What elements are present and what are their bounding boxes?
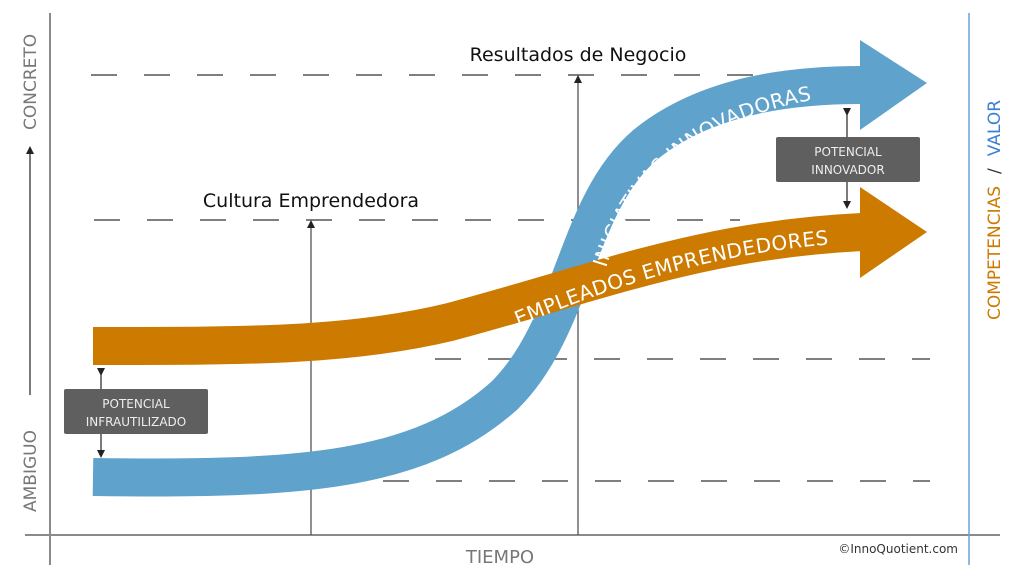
valor-label: VALOR: [985, 100, 1005, 156]
right-axis-label: COMPETENCIAS / VALOR: [985, 100, 1005, 320]
innovative-potential-box: [776, 137, 920, 182]
x-label-tiempo: TIEMPO: [465, 547, 534, 568]
innovative-initiatives-arrowhead: [860, 40, 927, 130]
results-label: Resultados de Negocio: [470, 44, 687, 66]
label-separator: /: [985, 168, 1005, 174]
competencias-label: COMPETENCIAS: [985, 186, 1005, 320]
innovative-potential-line1: POTENCIAL: [814, 145, 882, 159]
underused-potential-box: [64, 389, 208, 434]
culture-label: Cultura Emprendedora: [203, 190, 419, 212]
innovative-initiatives-arrow-body: [92, 66, 863, 497]
copyright: ©InnoQuotient.com: [838, 542, 958, 556]
entrepreneurial-employees-arrowhead: [860, 187, 927, 278]
underused-potential-line2: INFRAUTILIZADO: [86, 415, 186, 429]
entrepreneurial-employees-arrow-body: [92, 213, 863, 365]
y-label-concreto: CONCRETO: [21, 34, 41, 130]
y-label-ambiguo: AMBIGUO: [21, 430, 41, 512]
underused-potential-line1: POTENCIAL: [102, 397, 170, 411]
innovative-potential-line2: INNOVADOR: [811, 163, 884, 177]
